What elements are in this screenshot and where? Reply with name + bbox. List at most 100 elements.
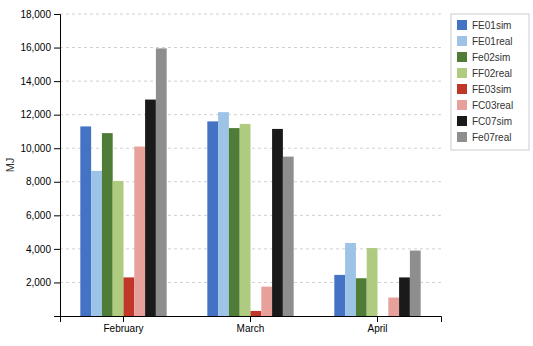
legend-swatch xyxy=(457,84,467,94)
bar xyxy=(251,311,262,316)
bar xyxy=(240,124,251,316)
bar xyxy=(367,248,378,316)
bar xyxy=(334,275,345,316)
bar xyxy=(145,100,156,316)
bar xyxy=(207,121,218,316)
legend-label: Fe02sim xyxy=(472,52,510,63)
axis-line xyxy=(54,15,61,317)
legend-label: FF02real xyxy=(472,68,512,79)
tick-label: April xyxy=(367,323,387,334)
bar-series xyxy=(134,147,399,316)
tick-label: February xyxy=(103,323,143,334)
tick-label: 14,000 xyxy=(20,76,51,87)
bar xyxy=(356,278,367,316)
legend-label: Fe07real xyxy=(472,132,511,143)
tick: 14,000 xyxy=(20,76,60,87)
tick-label: 4,000 xyxy=(26,244,51,255)
legend-item: FF02real xyxy=(457,68,512,79)
tick: April xyxy=(367,316,387,334)
bar xyxy=(399,277,410,316)
legend-swatch xyxy=(457,132,467,142)
legend-frame xyxy=(451,14,529,150)
bar xyxy=(272,129,283,316)
tick-mark xyxy=(377,316,378,322)
tick-label: 10,000 xyxy=(20,143,51,154)
tick-label: 2,000 xyxy=(26,277,51,288)
tick: 4,000 xyxy=(26,244,60,255)
y-axis: 2,000 4,000 6,000 8,000 10,000 12,000 14,000 16… xyxy=(20,9,60,317)
tick-label: 16,000 xyxy=(20,42,51,53)
tick-mark xyxy=(54,249,60,250)
legend-item: Fe07real xyxy=(457,132,511,143)
legend-label: FC03real xyxy=(472,100,513,111)
bar xyxy=(218,112,229,316)
bar xyxy=(388,298,399,316)
bar-series xyxy=(80,121,345,316)
tick: 10,000 xyxy=(20,143,60,154)
legend-label: FE01real xyxy=(472,36,513,47)
bar xyxy=(113,181,124,316)
bar xyxy=(229,128,240,316)
tick: 6,000 xyxy=(26,210,60,221)
chart: 2,000 4,000 6,000 8,000 10,000 12,000 14,000 16… xyxy=(0,0,533,346)
legend-item: FE01real xyxy=(457,36,513,47)
bar xyxy=(91,171,102,316)
tick-label: 12,000 xyxy=(20,109,51,120)
axis-line xyxy=(61,317,442,323)
grid-line xyxy=(60,47,441,48)
bar-series xyxy=(156,48,421,316)
tick-label: 18,000 xyxy=(20,9,51,20)
legend-swatch xyxy=(457,116,467,126)
legend-label: FE03sim xyxy=(472,84,511,95)
tick: 8,000 xyxy=(26,176,60,187)
grid-line xyxy=(60,14,441,15)
legend-swatch xyxy=(457,100,467,110)
bar xyxy=(345,243,356,316)
tick: 12,000 xyxy=(20,109,60,120)
legend-swatch xyxy=(457,68,467,78)
tick-mark xyxy=(250,316,251,322)
tick: 2,000 xyxy=(26,277,60,288)
bar xyxy=(80,126,91,316)
tick-label: 8,000 xyxy=(26,176,51,187)
tick: 18,000 xyxy=(20,9,60,20)
legend-item: Fe02sim xyxy=(457,52,510,63)
bar xyxy=(134,147,145,316)
grid-line xyxy=(60,114,441,115)
legend-item: FC03real xyxy=(457,100,513,111)
axis-title: MJ xyxy=(4,158,16,173)
tick: 16,000 xyxy=(20,42,60,53)
legend: FE01sim FE01real Fe02sim FF02real FE03sim FC0… xyxy=(451,14,529,150)
tick-mark xyxy=(123,316,124,322)
plot: 2,000 4,000 6,000 8,000 10,000 12,000 14,000 16… xyxy=(20,9,441,334)
legend-swatch xyxy=(457,52,467,62)
bar-series xyxy=(91,112,356,316)
legend-swatch xyxy=(457,36,467,46)
tick-mark xyxy=(54,215,60,216)
legend-label: FE01sim xyxy=(472,20,511,31)
bar xyxy=(283,157,294,316)
tick-mark xyxy=(54,115,60,116)
tick-mark xyxy=(54,182,60,183)
grid-line xyxy=(60,81,441,82)
tick-mark xyxy=(54,148,60,149)
tick-label: 6,000 xyxy=(26,210,51,221)
legend-item: FE01sim xyxy=(457,20,511,31)
tick: March xyxy=(237,316,265,334)
bar xyxy=(378,316,389,317)
bar xyxy=(410,251,421,316)
bar xyxy=(261,287,272,316)
bar xyxy=(124,277,135,316)
bars xyxy=(80,48,420,316)
bar-series xyxy=(145,100,410,316)
legend-swatch xyxy=(457,20,467,30)
tick-label: March xyxy=(237,323,265,334)
tick-mark xyxy=(54,81,60,82)
tick-mark xyxy=(54,282,60,283)
bar xyxy=(156,48,167,316)
bar-series xyxy=(102,128,367,316)
tick-mark xyxy=(54,48,60,49)
tick: February xyxy=(103,316,143,334)
legend-item: FE03sim xyxy=(457,84,511,95)
x-axis: February March April xyxy=(61,316,442,334)
